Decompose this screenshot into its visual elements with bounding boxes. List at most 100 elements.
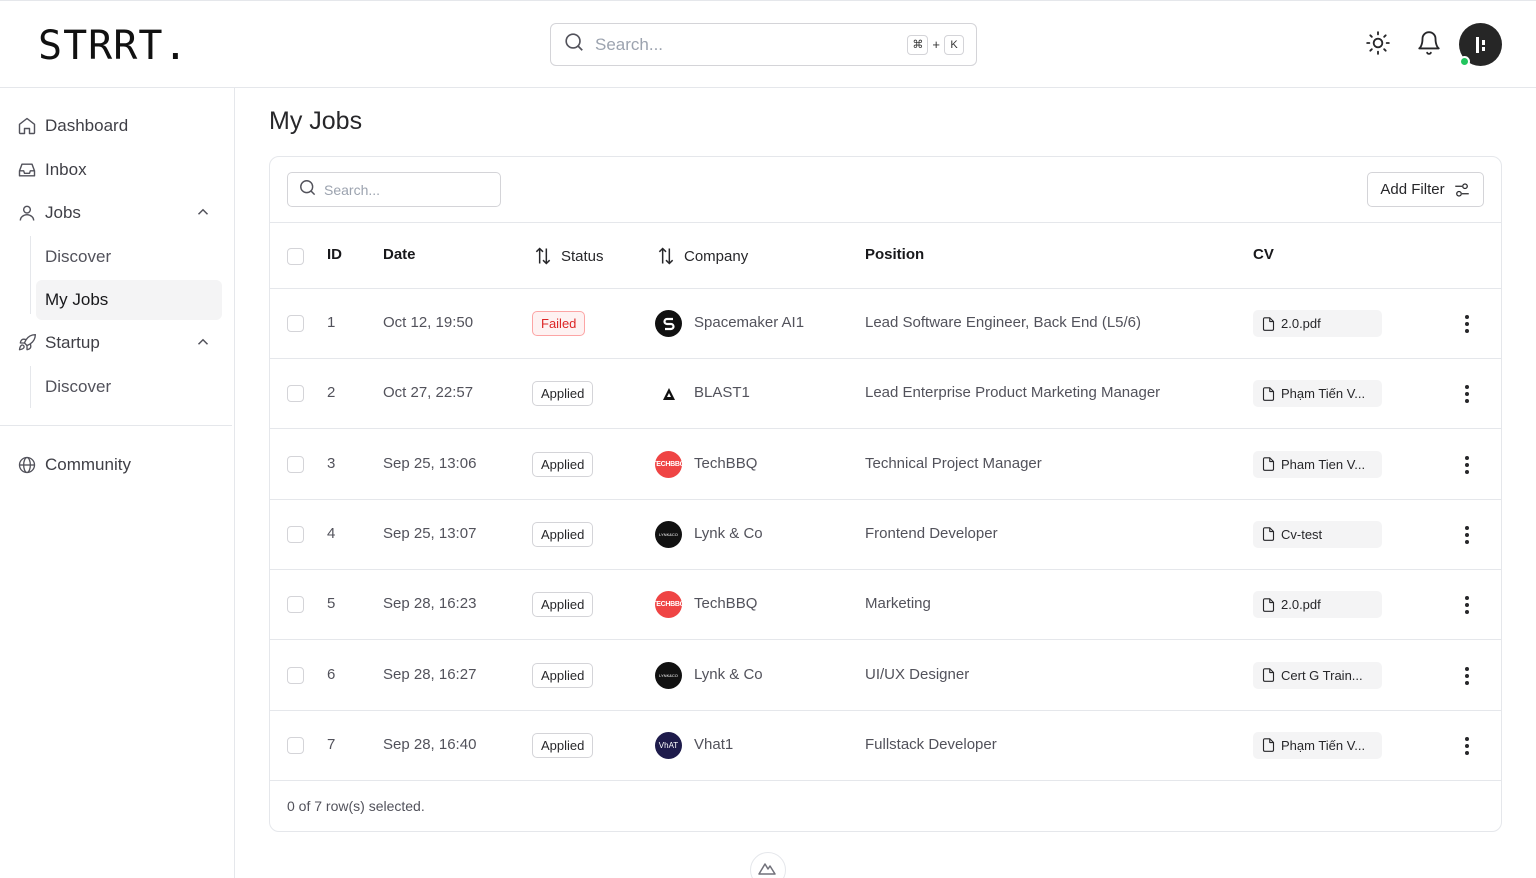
table-header: ID Date Status Company Position CV xyxy=(270,222,1501,289)
row-checkbox[interactable] xyxy=(287,525,304,543)
sidebar-item-label: Jobs xyxy=(45,203,81,222)
row-checkbox[interactable] xyxy=(287,385,304,403)
cv-file-name: 2.0.pdf xyxy=(1281,597,1321,613)
lynk-co-logo-icon: LYNK&CO xyxy=(655,661,682,689)
status-badge: Applied xyxy=(532,451,594,477)
cv-file-chip[interactable]: 2.0.pdf xyxy=(1253,310,1382,337)
column-header-id[interactable]: ID xyxy=(327,246,342,263)
row-actions-more-icon[interactable] xyxy=(1460,735,1474,757)
cv-file-chip[interactable]: 2.0.pdf xyxy=(1253,591,1382,619)
sidebar-item-label: Startup xyxy=(45,333,100,352)
row-checkbox[interactable] xyxy=(287,736,304,754)
cell-position: Technical Project Manager xyxy=(865,454,1042,472)
sidebar-item-community[interactable]: Community xyxy=(16,445,222,485)
sidebar-subitem-discover-startup[interactable]: Discover xyxy=(45,377,112,396)
add-filter-label: Add Filter xyxy=(1380,181,1445,198)
cv-file-chip[interactable]: Pham Tien V... xyxy=(1253,450,1382,478)
sidebar-item-label: Inbox xyxy=(45,160,87,179)
status-badge: Applied xyxy=(532,521,594,547)
table-row[interactable]: 4 Sep 25, 13:07 Applied LYNK&CO Lynk & Co Fro… xyxy=(270,500,1501,570)
table-row[interactable]: 6 Sep 28, 16:27 Applied LYNK&CO Lynk & Co UI/… xyxy=(270,641,1501,711)
globe-icon xyxy=(16,454,38,476)
column-header-company[interactable]: Company xyxy=(656,246,748,266)
app-logo[interactable]: STRRT. xyxy=(38,23,189,69)
status-badge: Applied xyxy=(532,381,594,407)
table-row[interactable]: 3 Sep 25, 13:06 Applied TECHBBQ TechBBQ Techn… xyxy=(270,430,1501,500)
page-title: My Jobs xyxy=(269,107,363,135)
row-checkbox[interactable] xyxy=(287,315,304,332)
devtools-toggle-button[interactable] xyxy=(750,852,786,878)
theme-toggle-sun-icon[interactable] xyxy=(1364,29,1392,57)
cv-file-chip[interactable]: Phạm Tiến V... xyxy=(1253,731,1382,759)
column-header-position[interactable]: Position xyxy=(865,246,925,263)
user-icon xyxy=(16,202,38,224)
lynk-co-logo-icon: LYNK&CO xyxy=(655,520,682,548)
cv-file-chip[interactable]: Cert G Train... xyxy=(1253,661,1382,689)
global-search-input[interactable]: Search... ⌘ + K xyxy=(550,23,977,66)
file-icon xyxy=(1261,667,1276,683)
file-icon xyxy=(1261,456,1276,472)
cell-id: 6 xyxy=(327,665,336,683)
search-icon xyxy=(298,178,317,202)
cell-id: 2 xyxy=(327,384,336,402)
file-icon xyxy=(1261,526,1276,542)
selection-count: 0 of 7 row(s) selected. xyxy=(287,798,425,814)
table-search-input[interactable]: Search... xyxy=(287,172,501,207)
cell-id: 1 xyxy=(327,314,336,331)
column-header-cv[interactable]: CV xyxy=(1253,246,1274,263)
select-all-checkbox[interactable] xyxy=(287,248,304,265)
row-actions-more-icon[interactable] xyxy=(1460,383,1474,405)
sidebar-item-startup[interactable]: Startup xyxy=(16,323,222,363)
table-row[interactable]: 7 Sep 28, 16:40 Applied VhAT Vhat1 Fullstack … xyxy=(270,711,1501,781)
cell-id: 4 xyxy=(327,524,336,542)
sidebar-item-dashboard[interactable]: Dashboard xyxy=(16,106,222,146)
cell-company: BLAST1 xyxy=(694,384,750,402)
row-actions-more-icon[interactable] xyxy=(1460,454,1474,476)
sidebar-item-label: Community xyxy=(45,455,131,474)
row-actions-more-icon[interactable] xyxy=(1460,594,1474,616)
sidebar: Dashboard Inbox Jobs Discover My Jobs St… xyxy=(0,88,235,878)
chevron-up-icon[interactable] xyxy=(194,203,212,226)
cell-date: Sep 28, 16:23 xyxy=(383,595,477,613)
row-actions-more-icon[interactable] xyxy=(1460,313,1474,335)
row-checkbox[interactable] xyxy=(287,455,304,473)
sidebar-subitem-discover-jobs[interactable]: Discover xyxy=(45,247,112,266)
cell-date: Sep 25, 13:06 xyxy=(383,454,477,472)
rocket-icon xyxy=(16,332,38,354)
add-filter-button[interactable]: Add Filter xyxy=(1367,172,1484,207)
row-checkbox[interactable] xyxy=(287,596,304,614)
table-row[interactable]: 2 Oct 27, 22:57 Applied BLAST1 Lead Enterpri… xyxy=(270,359,1501,430)
notification-bell-icon[interactable] xyxy=(1415,29,1443,57)
cell-date: Sep 28, 16:40 xyxy=(383,735,477,753)
techbbq-logo-icon: TECHBBQ xyxy=(655,450,682,478)
cv-file-name: Cert G Train... xyxy=(1281,667,1363,683)
chevron-up-icon[interactable] xyxy=(194,333,212,356)
cell-id: 5 xyxy=(327,595,336,613)
row-actions-more-icon[interactable] xyxy=(1460,665,1474,687)
nuxt-mountain-icon xyxy=(758,863,776,875)
sidebar-item-jobs[interactable]: Jobs xyxy=(16,193,222,233)
status-badge: Applied xyxy=(532,592,594,618)
row-actions-more-icon[interactable] xyxy=(1460,524,1474,546)
online-status-dot xyxy=(1459,56,1470,67)
table-row[interactable]: 1 Oct 12, 19:50 Failed Spacemaker AI1 Lead S… xyxy=(270,289,1501,359)
file-icon xyxy=(1261,316,1276,332)
table-row[interactable]: 5 Sep 28, 16:23 Applied TECHBBQ TechBBQ Marke… xyxy=(270,570,1501,641)
cv-file-chip[interactable]: Cv-test xyxy=(1253,520,1382,548)
cell-company: Spacemaker AI1 xyxy=(694,314,805,331)
cv-file-chip[interactable]: Phạm Tiến V... xyxy=(1253,380,1382,408)
submenu-guide-line xyxy=(30,366,31,408)
column-header-date[interactable]: Date xyxy=(383,246,416,263)
home-icon xyxy=(16,115,38,137)
column-header-status[interactable]: Status xyxy=(533,246,604,266)
row-checkbox[interactable] xyxy=(287,666,304,684)
cell-date: Sep 28, 16:27 xyxy=(383,665,477,683)
cell-position: Fullstack Developer xyxy=(865,735,997,753)
status-badge: Applied xyxy=(532,732,594,758)
sort-arrows-icon xyxy=(535,247,551,265)
cell-date: Oct 27, 22:57 xyxy=(383,384,474,402)
sidebar-item-inbox[interactable]: Inbox xyxy=(16,150,222,190)
sidebar-subitem-my-jobs[interactable]: My Jobs xyxy=(36,280,222,320)
cell-company: TechBBQ xyxy=(694,595,758,613)
cv-file-name: Cv-test xyxy=(1281,526,1323,542)
